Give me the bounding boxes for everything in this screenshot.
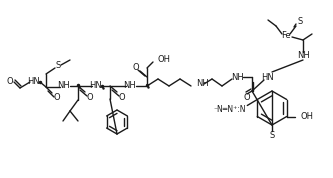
Text: NH: NH	[58, 82, 70, 90]
Text: ⁻N═N⁺:N: ⁻N═N⁺:N	[213, 105, 245, 114]
Text: S: S	[269, 130, 275, 140]
Text: NH: NH	[231, 72, 243, 82]
Text: OH: OH	[301, 112, 314, 121]
Text: NH: NH	[196, 80, 209, 88]
Text: HN: HN	[28, 77, 40, 85]
Text: O: O	[133, 64, 139, 72]
Text: S: S	[297, 17, 303, 27]
Text: O: O	[119, 93, 125, 101]
Text: Fe: Fe	[281, 32, 291, 41]
Text: HN: HN	[262, 72, 274, 82]
Text: NH: NH	[124, 80, 137, 90]
Text: O: O	[7, 77, 13, 87]
Text: O: O	[54, 93, 60, 103]
Text: O: O	[244, 93, 250, 101]
Text: NH: NH	[297, 51, 309, 61]
Text: OH: OH	[157, 54, 170, 64]
Text: O: O	[87, 93, 93, 101]
Text: S: S	[55, 62, 61, 70]
Text: HN: HN	[90, 80, 102, 90]
